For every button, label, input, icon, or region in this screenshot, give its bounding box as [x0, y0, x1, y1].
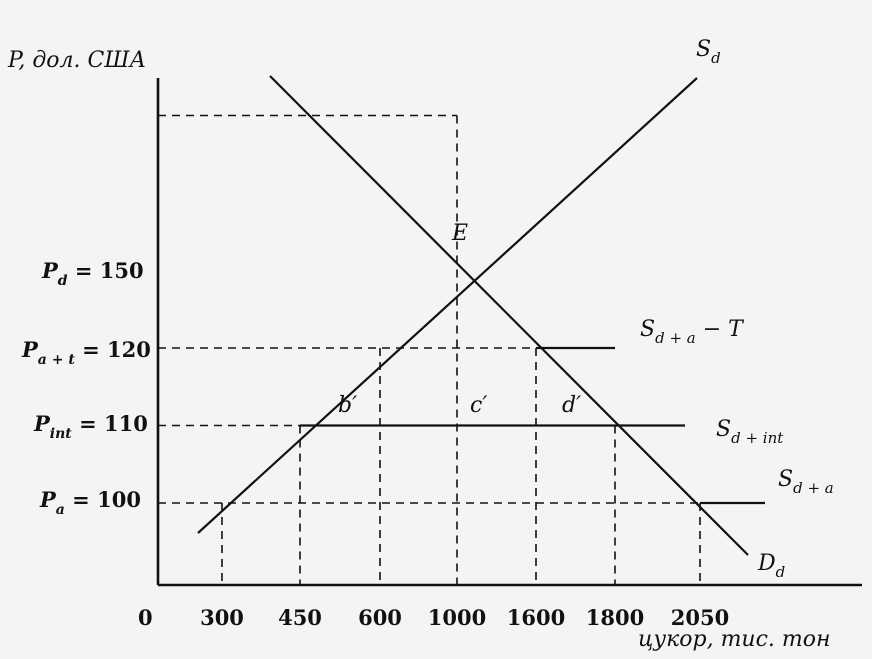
y-axis-label: P, дол. США: [7, 48, 146, 73]
x-tick-1600: 1600: [507, 605, 565, 630]
x-tick-300: 300: [200, 605, 244, 630]
y-tick-p-a: Pa = 100: [39, 487, 141, 518]
x-tick-1000: 1000: [428, 605, 486, 630]
x-tick-labels: 300 450 600 1000 1600 1800 2050: [200, 605, 729, 630]
x-tick-1800: 1800: [586, 605, 644, 630]
area-b-label: b′: [338, 393, 357, 418]
x-tick-600: 600: [358, 605, 402, 630]
label-s-a: Sd + a: [778, 467, 834, 497]
curves: [197, 75, 765, 556]
axes: [156, 78, 862, 587]
x-axis-label: цукор, тис. тон: [638, 627, 831, 652]
point-e-label: E: [451, 221, 468, 246]
demand-curve-d-d: [269, 75, 749, 556]
y-tick-p-int: Pint = 110: [33, 411, 148, 442]
label-s-d: Sd: [696, 37, 721, 67]
area-c-label: c′: [470, 393, 487, 418]
y-tick-p-at: Pa + t = 120: [21, 337, 151, 368]
x-tick-450: 450: [278, 605, 322, 630]
label-s-at: Sd + a − T: [640, 317, 745, 347]
label-s-int: Sd + int: [716, 417, 784, 447]
area-d-label: d′: [562, 393, 581, 418]
y-tick-p-d: Pd = 150: [41, 258, 144, 289]
label-d-d: Dd: [757, 551, 785, 581]
x-tick-2050: 2050: [671, 605, 729, 630]
origin-label: 0: [138, 605, 153, 630]
supply-curve-s-d: [197, 77, 698, 534]
guide-lines: [158, 114, 701, 585]
